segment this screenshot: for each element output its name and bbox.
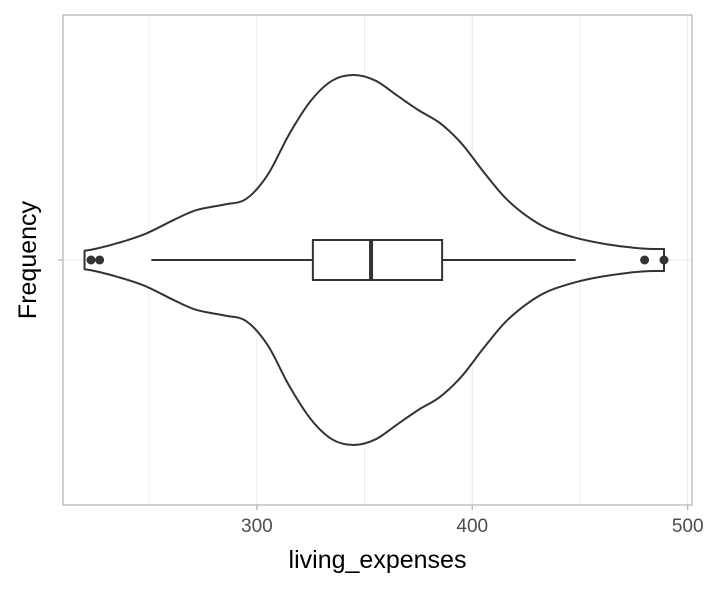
outlier-point bbox=[95, 255, 105, 265]
y-axis-title: Frequency bbox=[14, 200, 42, 319]
outlier-point bbox=[86, 255, 96, 265]
x-tick-label: 300 bbox=[241, 516, 273, 537]
x-tick-label: 500 bbox=[672, 516, 704, 537]
x-axis-title: living_expenses bbox=[289, 546, 467, 574]
outlier-point bbox=[659, 255, 669, 265]
axis-layer: 300 400 500 bbox=[58, 259, 704, 537]
outlier-point bbox=[640, 255, 650, 265]
x-tick-label: 400 bbox=[456, 516, 488, 537]
mark-layer bbox=[83, 74, 669, 446]
iqr-box bbox=[311, 239, 444, 281]
